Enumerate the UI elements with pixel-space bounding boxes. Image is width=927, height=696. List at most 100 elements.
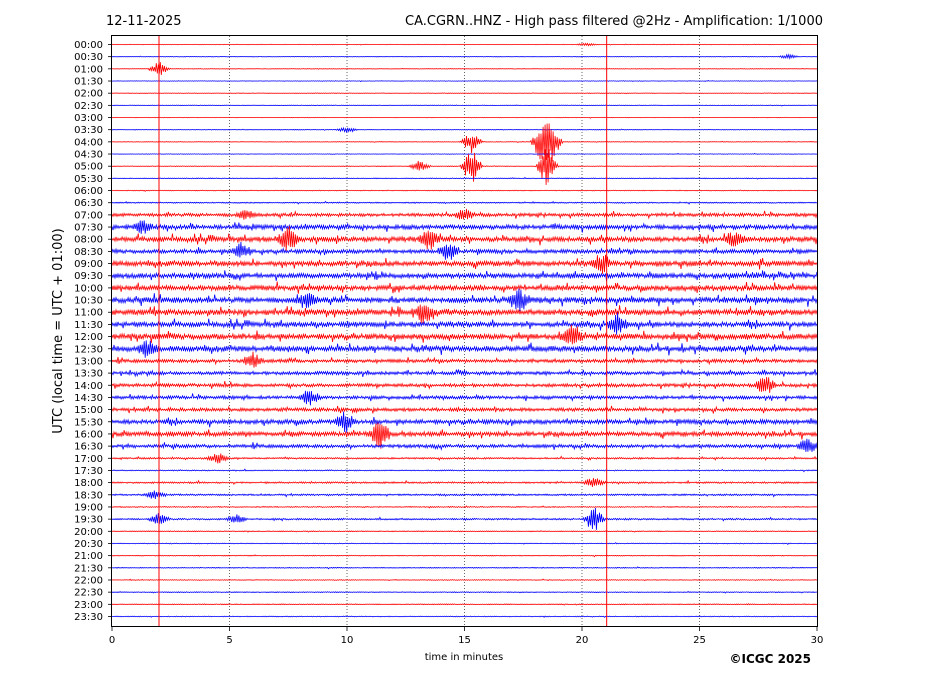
y-tick-label: 18:30 [74,490,103,501]
trace-row [111,126,818,133]
y-tick-label: 21:00 [74,551,103,562]
trace-row [111,390,818,406]
y-tick-label: 12:00 [74,332,103,343]
trace-row [111,62,818,76]
trace-row [111,123,818,162]
trace-row [111,505,818,509]
y-tick-label: 07:30 [74,223,103,234]
y-tick-label: 20:00 [74,527,103,538]
y-tick-label: 16:30 [74,442,103,453]
trace-row [111,590,818,594]
x-tick-label: 10 [341,635,354,646]
trace-row [111,53,818,60]
y-tick-label: 03:00 [74,113,103,124]
trace-row [111,368,818,378]
trace-row [111,490,818,499]
y-tick-label: 11:00 [74,308,103,319]
y-tick-label: 12:30 [74,344,103,355]
y-tick-label: 22:00 [74,575,103,586]
plot-frame [111,35,818,627]
trace-row [111,405,818,414]
y-tick-label: 06:00 [74,186,103,197]
trace-row [111,542,818,546]
y-tick-label: 11:30 [74,320,103,331]
trace-row [111,554,818,558]
y-tick-label: 19:00 [74,502,103,513]
trace-row [111,340,818,358]
y-tick-label: 13:00 [74,356,103,367]
y-tick-label: 21:30 [74,563,103,574]
trace-row [111,477,818,487]
trace-row [111,254,818,274]
y-tick-label: 08:00 [74,235,103,246]
trace-row [111,104,818,107]
y-tick-label: 19:30 [74,515,103,526]
y-tick-label: 10:00 [74,283,103,294]
copyright-text: ©ICGC 2025 [729,652,811,666]
trace-row [111,468,818,473]
x-tick-label: 20 [576,635,589,646]
y-tick-label: 02:00 [74,89,103,100]
y-tick-label: 22:30 [74,588,103,599]
y-tick-label: 01:00 [74,64,103,75]
trace-row [111,270,818,281]
y-tick-label: 07:00 [74,210,103,221]
y-tick-label: 09:00 [74,259,103,270]
x-tick-label: 5 [226,635,232,646]
y-tick-label: 00:30 [74,52,103,63]
x-tick-label: 30 [811,635,824,646]
trace-row [111,176,818,180]
y-tick-label: 20:30 [74,539,103,550]
y-tick-label: 04:00 [74,137,103,148]
y-tick-label: 15:00 [74,405,103,416]
trace-row [111,566,818,570]
y-tick-label: 02:30 [74,101,103,112]
y-tick-label: 08:30 [74,247,103,258]
trace-row [111,200,818,205]
trace-row [111,189,818,192]
y-tick-label: 13:30 [74,369,103,380]
y-tick-label: 09:30 [74,271,103,282]
trace-row [111,220,818,234]
trace-row [111,42,818,47]
trace-row [111,92,818,95]
y-tick-label: 05:00 [74,162,103,173]
y-tick-label: 23:30 [74,612,103,623]
trace-row [111,453,818,464]
trace-row [111,116,818,119]
trace-row [111,615,818,618]
y-tick-label: 00:00 [74,40,103,51]
y-tick-label: 16:00 [74,429,103,440]
y-tick-label: 17:30 [74,466,103,477]
trace-row [111,438,818,452]
trace-row [111,530,818,533]
vertical-gridlines [229,36,700,626]
y-tick-label: 03:30 [74,125,103,136]
y-tick-label: 05:30 [74,174,103,185]
trace-row [111,376,818,393]
trace-row [111,153,818,155]
x-axis-label: time in minutes [425,652,504,663]
seismogram-traces [111,42,818,618]
y-tick-label: 01:30 [74,77,103,88]
y-tick-label: 17:00 [74,454,103,465]
trace-row [111,288,818,312]
x-axis-ticks: 0 5 10 15 20 25 30 [109,626,824,646]
trace-row [111,208,818,220]
x-tick-label: 0 [109,635,115,646]
trace-row [111,80,818,83]
trace-row [111,304,818,324]
y-tick-label: 06:30 [74,198,103,209]
trace-row [111,603,818,606]
trace-row [111,241,818,260]
trace-row [111,578,818,582]
chart-title: CA.CGRN..HNZ - High pass filtered @2Hz -… [405,14,823,29]
x-tick-label: 25 [693,635,706,646]
vertical-spikes [158,36,608,626]
y-tick-label: 10:30 [74,296,103,307]
trace-row [111,411,818,433]
y-axis-label: UTC (local time = UTC + 01:00) [51,228,66,433]
y-tick-label: 14:00 [74,381,103,392]
